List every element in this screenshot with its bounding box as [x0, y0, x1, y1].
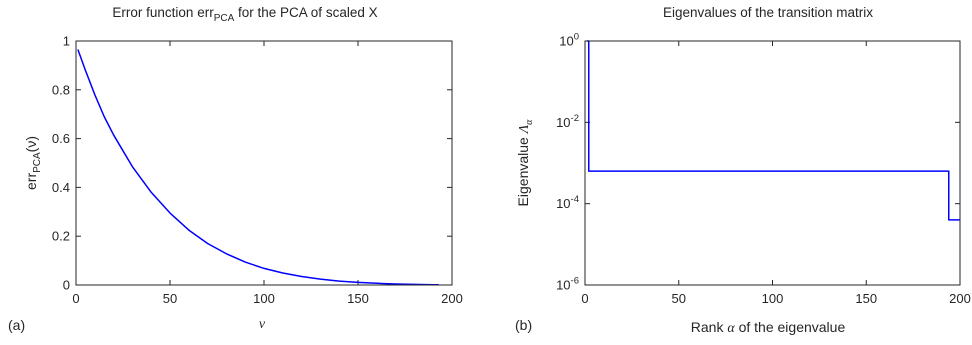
chart-a-ytick-label: 0.2: [52, 229, 70, 244]
chart-b-ytick-exponent: -6: [571, 276, 579, 287]
chart-a-title: Error function errPCA for the PCA of sca…: [112, 5, 377, 24]
chart-a-ylabel: errPCA(ν): [23, 136, 43, 190]
chart-a-xtick-label: 150: [347, 291, 369, 306]
chart-b-series-line: [586, 40, 960, 221]
chart-b-ytick-label: 10-4: [556, 194, 579, 211]
chart-b-ylabel-greek: Λ: [517, 124, 532, 135]
chart-a-xlabel: ν: [259, 317, 266, 332]
chart-b-panel-label: (b): [515, 317, 532, 333]
chart-a-series-line: [77, 49, 439, 286]
chart-b-xtick-label: 50: [672, 291, 686, 306]
chart-b-xtick-label: 150: [855, 291, 877, 306]
chart-a-ytick-label: 0.6: [52, 131, 70, 146]
chart-a-ticks: 0 50 100 150 200 0 0.2 0.4 0.6 0.8 1: [52, 34, 463, 307]
chart-b-xlabel: Rank α of the eigenvalue: [691, 319, 846, 336]
chart-b-ylabel-prefix: Eigenvalue: [515, 133, 531, 206]
chart-b-ytick-base: 10: [559, 34, 573, 49]
chart-b-ytick-label: 10-6: [556, 276, 579, 293]
chart-a-ylabel-prefix: err: [23, 173, 39, 190]
chart-b-title: Eigenvalues of the transition matrix: [663, 5, 873, 20]
chart-a-ylabel-sub: PCA: [32, 152, 43, 173]
chart-a-xtick-label: 100: [253, 291, 275, 306]
chart-b-ytick-exponent: -2: [571, 113, 579, 124]
chart-b-ytick-exponent: 0: [574, 32, 579, 43]
chart-b-xlabel-greek: α: [727, 321, 735, 336]
chart-b-axes-frame: [584, 40, 961, 286]
chart-a: Error function errPCA for the PCA of sca…: [8, 5, 463, 333]
chart-b-xtick-label: 0: [581, 291, 588, 306]
chart-a-panel-label: (a): [8, 317, 25, 333]
chart-a-ytick-label: 0: [63, 278, 70, 293]
chart-a-ylabel-suffix: (ν): [23, 136, 39, 152]
chart-a-title-main: Error function err: [112, 5, 214, 20]
chart-b-ytick-label: 10-2: [556, 113, 579, 130]
chart-b-ytick-exponent: -4: [571, 194, 579, 205]
chart-b-ytick-base: 10: [556, 196, 570, 211]
chart-b-xlabel-prefix: Rank: [691, 319, 728, 335]
chart-a-xtick-label: 0: [72, 291, 79, 306]
chart-b-xtick-label: 200: [949, 291, 971, 306]
chart-b-ylabel: Eigenvalue Λα: [515, 119, 535, 207]
chart-b-ytick-base: 10: [556, 115, 570, 130]
chart-b-ylabel-sub: α: [524, 119, 535, 125]
chart-a-title-sub: PCA: [214, 13, 235, 24]
chart-a-xtick-label: 50: [163, 291, 177, 306]
chart-b-xlabel-suffix: of the eigenvalue: [735, 319, 846, 335]
chart-a-ytick-label: 1: [63, 34, 70, 49]
chart-b-ytick-base: 10: [556, 278, 570, 293]
chart-b-ytick-label: 100: [559, 32, 579, 49]
chart-a-ytick-label: 0.4: [52, 180, 70, 195]
chart-a-ytick-label: 0.8: [52, 82, 70, 97]
chart-a-axes-frame: [75, 40, 453, 286]
chart-a-xtick-label: 200: [441, 291, 463, 306]
chart-b-xtick-label: 100: [762, 291, 784, 306]
chart-a-title-rest: for the PCA of scaled X: [234, 5, 377, 20]
chart-b: Eigenvalues of the transition matrix Eig…: [515, 5, 971, 336]
